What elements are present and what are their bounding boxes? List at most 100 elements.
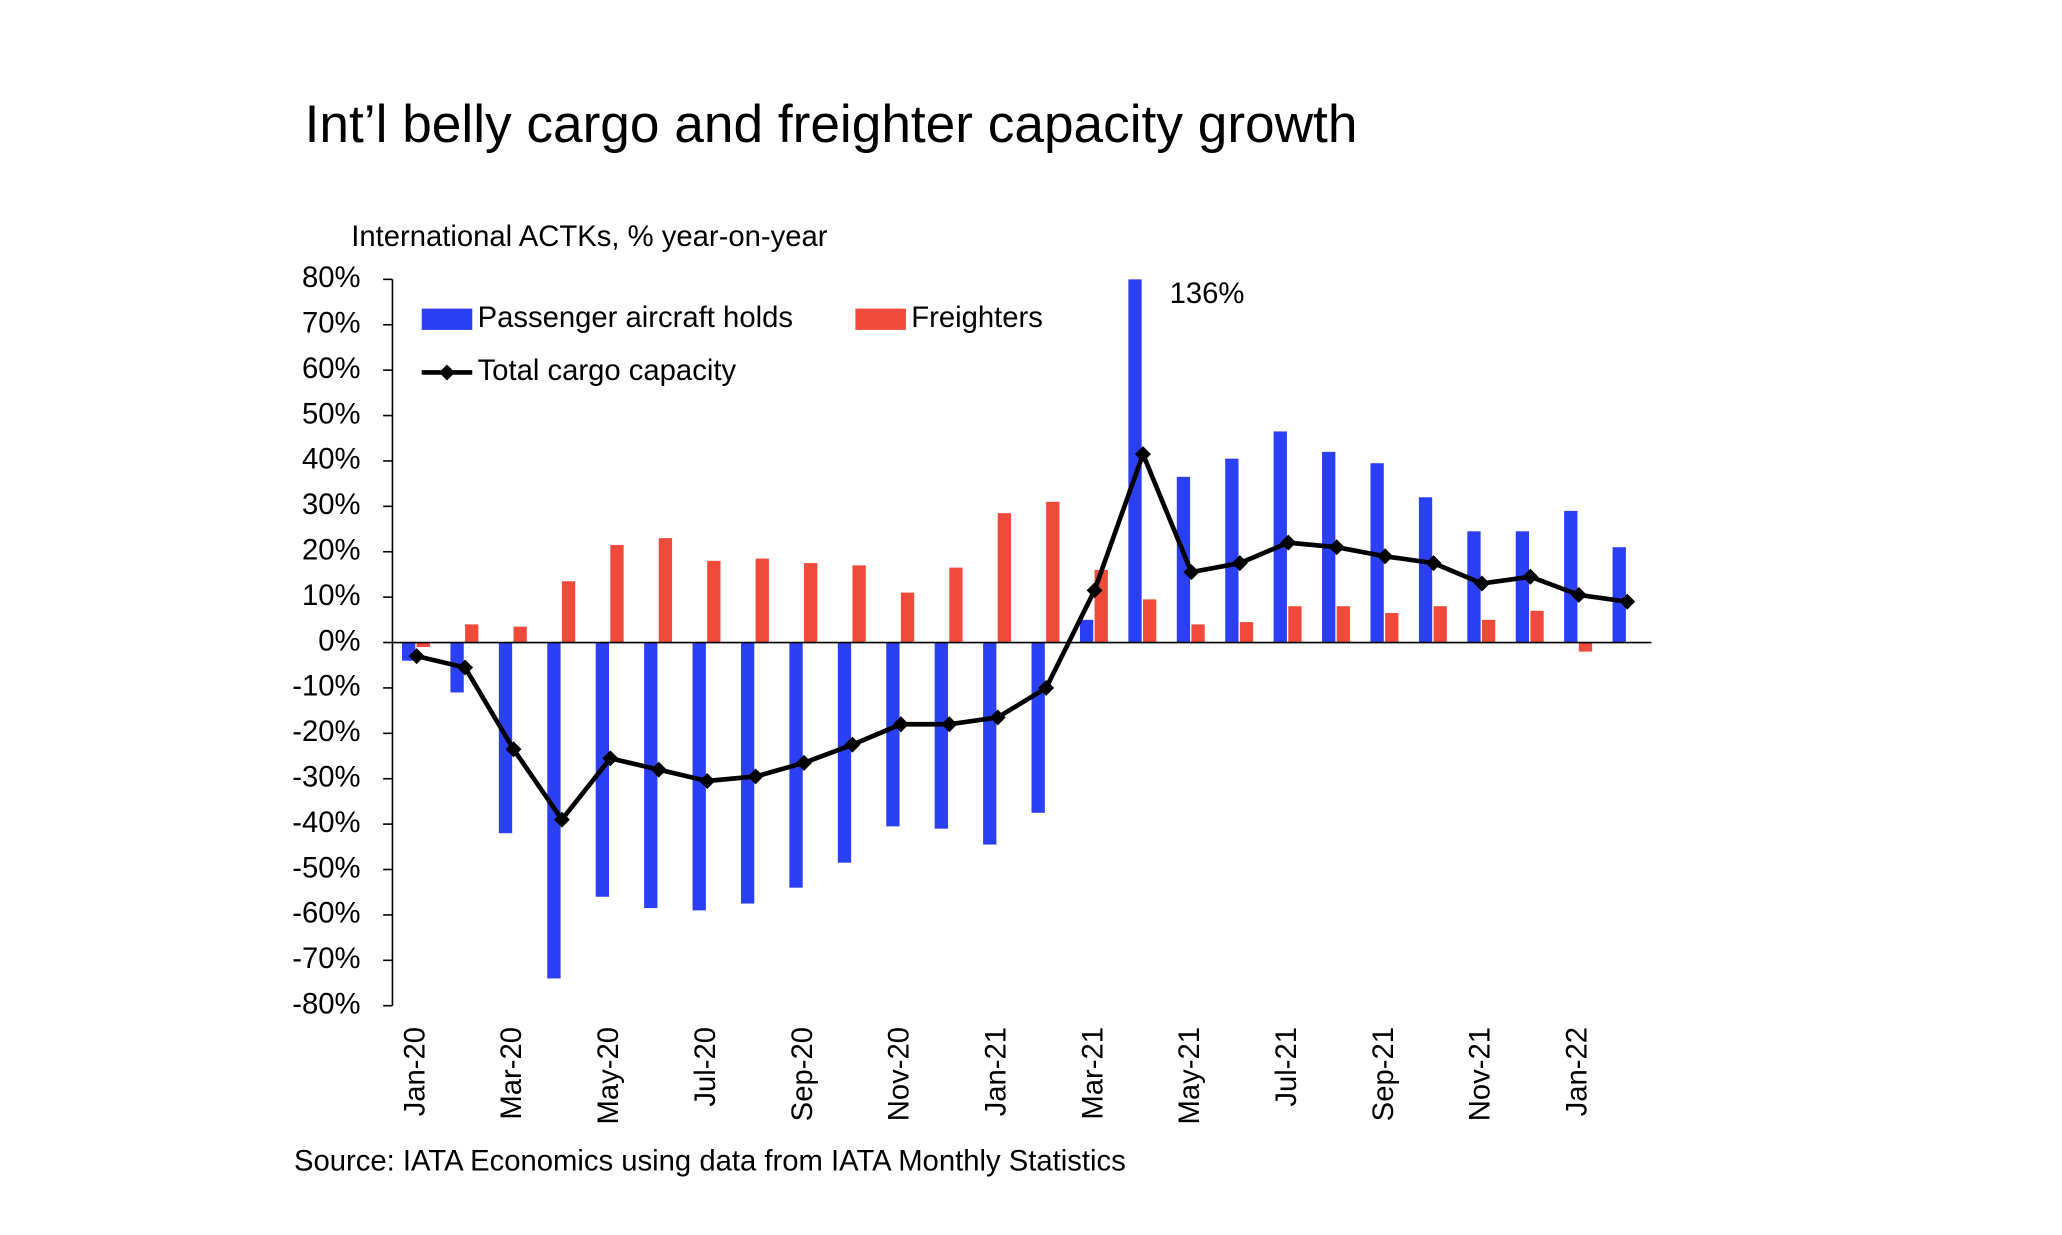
line-marker bbox=[1135, 446, 1151, 463]
y-tick-label: 60% bbox=[302, 353, 361, 385]
line-marker bbox=[699, 773, 716, 789]
line-marker bbox=[505, 741, 522, 758]
x-tick-label: Mar-21 bbox=[1077, 1027, 1109, 1120]
bar bbox=[1467, 531, 1481, 643]
line-marker bbox=[650, 761, 667, 778]
y-tick-label: -50% bbox=[292, 852, 360, 884]
bar bbox=[513, 626, 527, 643]
line-marker bbox=[892, 716, 909, 733]
line-marker bbox=[408, 648, 425, 665]
x-tick-label: May-20 bbox=[593, 1027, 625, 1125]
x-tick-label: Sep-21 bbox=[1368, 1027, 1400, 1121]
line-marker bbox=[1377, 548, 1394, 565]
bar bbox=[644, 642, 658, 909]
legend-swatch bbox=[421, 308, 473, 330]
line-marker bbox=[553, 811, 570, 828]
bar bbox=[1128, 279, 1142, 643]
line-marker bbox=[1183, 564, 1200, 581]
line-marker bbox=[457, 659, 474, 676]
line-marker bbox=[1328, 539, 1345, 556]
bar bbox=[1191, 624, 1205, 643]
bar bbox=[1515, 531, 1530, 643]
y-tick-label: -40% bbox=[292, 807, 360, 839]
y-tick-label: 50% bbox=[302, 398, 361, 430]
line-marker bbox=[747, 768, 764, 785]
y-tick-label: -10% bbox=[292, 671, 360, 703]
bar bbox=[1288, 606, 1302, 643]
x-tick-label: Sep-20 bbox=[787, 1027, 819, 1121]
bar bbox=[1273, 431, 1287, 643]
bar bbox=[949, 567, 963, 643]
chart-body: Int’l belly cargo and freighter capacity… bbox=[292, 95, 1652, 1177]
bar bbox=[997, 513, 1012, 643]
x-tick-label: Mar-20 bbox=[496, 1027, 528, 1120]
legend-label: Passenger aircraft holds bbox=[478, 302, 793, 334]
y-tick-label: -20% bbox=[292, 716, 360, 748]
bar bbox=[1142, 599, 1157, 643]
bar bbox=[1176, 476, 1191, 643]
bar bbox=[900, 592, 915, 643]
bar bbox=[1612, 547, 1626, 643]
bar bbox=[837, 642, 852, 863]
bar bbox=[1385, 613, 1399, 643]
bar bbox=[886, 642, 900, 827]
y-tick-label: 30% bbox=[302, 489, 361, 521]
line bbox=[416, 447, 1628, 824]
bar bbox=[610, 544, 624, 643]
x-tick-label: Jan-21 bbox=[980, 1027, 1012, 1116]
bar bbox=[1031, 642, 1045, 813]
y-tick-label: -80% bbox=[292, 988, 360, 1020]
bar bbox=[755, 558, 769, 643]
y-tick-label: 0% bbox=[318, 625, 360, 657]
line-marker bbox=[1522, 568, 1539, 585]
x-tick-label: Jul-21 bbox=[1271, 1027, 1303, 1107]
bar bbox=[658, 538, 673, 643]
y-tick-label: -70% bbox=[292, 943, 360, 975]
y-tick-label: 80% bbox=[302, 262, 361, 294]
bar bbox=[692, 642, 706, 911]
bar bbox=[983, 642, 997, 845]
line-marker bbox=[844, 736, 861, 753]
chart-title: Int’l belly cargo and freighter capacity… bbox=[305, 95, 1358, 154]
data-label: 136% bbox=[1170, 278, 1245, 310]
y-tick-label: -60% bbox=[292, 898, 360, 930]
bar bbox=[1578, 642, 1593, 652]
plot-area bbox=[402, 279, 1626, 979]
x-tick-label: Jan-22 bbox=[1562, 1027, 1594, 1116]
bar bbox=[465, 624, 479, 643]
bar bbox=[740, 642, 755, 904]
x-tick-label: Jul-20 bbox=[690, 1027, 722, 1107]
bar bbox=[1481, 619, 1496, 643]
bar bbox=[1418, 497, 1433, 643]
bar bbox=[1079, 619, 1094, 643]
bar bbox=[1239, 622, 1254, 643]
bar bbox=[1046, 501, 1060, 643]
bar bbox=[1564, 510, 1578, 643]
bar bbox=[1336, 606, 1350, 643]
y-axis-label: International ACTKs, % year-on-year bbox=[351, 221, 828, 253]
bar bbox=[1433, 606, 1447, 643]
line-marker bbox=[796, 754, 813, 771]
x-tick-label: Jan-20 bbox=[399, 1027, 431, 1116]
y-tick-label: 20% bbox=[302, 534, 361, 566]
bar bbox=[416, 642, 430, 648]
legend-label: Freighters bbox=[911, 302, 1043, 334]
y-tick-label: -30% bbox=[292, 761, 360, 793]
bar bbox=[561, 581, 576, 643]
source: Source: IATA Economics using data from I… bbox=[294, 1145, 1126, 1177]
bar bbox=[934, 642, 948, 829]
y-tick-label: 10% bbox=[302, 580, 361, 612]
line-marker bbox=[1473, 575, 1490, 592]
bar bbox=[804, 563, 818, 643]
line-marker bbox=[602, 750, 619, 767]
line-marker bbox=[941, 716, 958, 733]
bar bbox=[707, 560, 721, 643]
legend-label: Total cargo capacity bbox=[478, 355, 737, 387]
legend-swatch bbox=[855, 308, 906, 330]
y-tick-label: 70% bbox=[302, 307, 361, 339]
x-tick-label: Nov-20 bbox=[884, 1027, 916, 1121]
line-marker bbox=[989, 709, 1006, 726]
x-tick-label: May-21 bbox=[1174, 1027, 1206, 1125]
bar bbox=[1225, 458, 1239, 643]
